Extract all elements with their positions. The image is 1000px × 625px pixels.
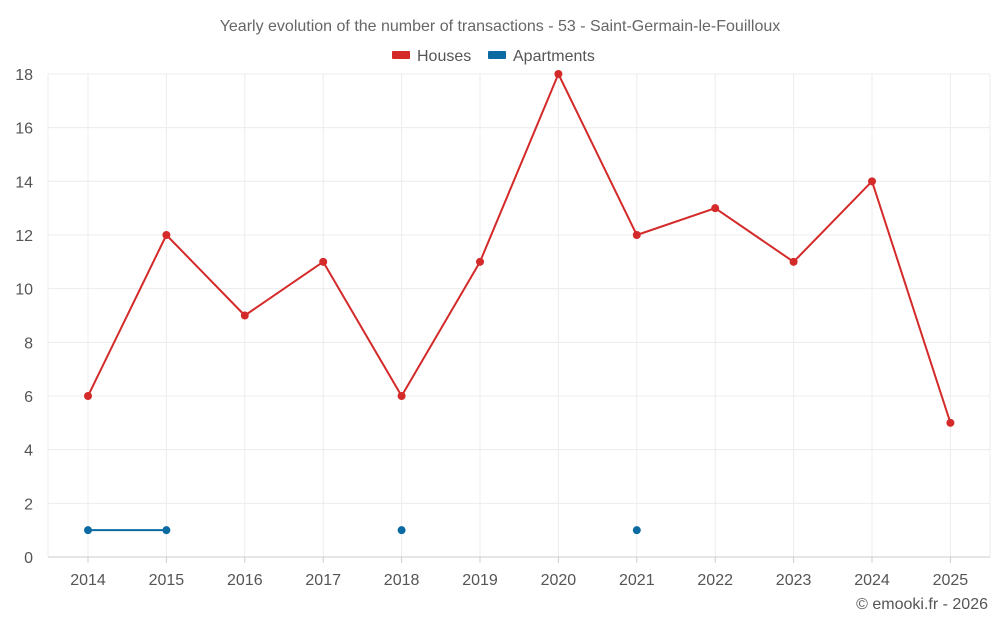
- y-tick-label: 4: [24, 443, 33, 460]
- y-tick-label: 0: [24, 550, 33, 567]
- y-tick-label: 16: [15, 121, 33, 138]
- series-line-houses: [87, 73, 952, 424]
- x-tick-label: 2024: [854, 572, 890, 589]
- y-tick-label: 10: [15, 282, 33, 299]
- y-tick-label: 8: [24, 335, 33, 352]
- data-point-apartments[interactable]: [84, 526, 92, 535]
- data-point-houses[interactable]: [632, 231, 641, 239]
- data-point-houses[interactable]: [84, 392, 92, 400]
- legend-label-houses: Houses: [417, 48, 471, 65]
- x-tick-label: 2022: [697, 572, 733, 589]
- legend: Houses Apartments: [392, 48, 595, 65]
- y-tick-label: 6: [24, 389, 33, 406]
- axes: 0 2 4 6 8 10 12 14 16 18 2014 2015 2016 2017 2018 2019 2…: [15, 67, 990, 589]
- data-point-houses[interactable]: [946, 418, 955, 427]
- data-point-houses[interactable]: [789, 257, 798, 266]
- data-point-houses[interactable]: [476, 257, 484, 266]
- legend-label-apartments: Apartments: [513, 48, 595, 65]
- data-point-houses[interactable]: [240, 311, 249, 320]
- data-point-apartments[interactable]: [632, 526, 641, 535]
- legend-item-houses[interactable]: Houses: [392, 48, 471, 65]
- x-tick-label: 2014: [70, 572, 106, 589]
- legend-item-apartments[interactable]: Apartments: [488, 48, 595, 65]
- x-tick-label: 2023: [776, 572, 812, 589]
- data-point-houses[interactable]: [711, 204, 720, 213]
- x-tick-label: 2017: [305, 572, 341, 589]
- data-point-houses[interactable]: [162, 231, 171, 239]
- x-tick-label: 2021: [619, 572, 655, 589]
- y-tick-label: 14: [15, 174, 33, 191]
- data-point-apartments[interactable]: [397, 526, 406, 535]
- data-point-houses[interactable]: [554, 70, 563, 78]
- x-tick-label: 2016: [227, 572, 263, 589]
- x-tick-label: 2015: [149, 572, 185, 589]
- grid: [47, 73, 991, 557]
- legend-swatch-apartments: [488, 51, 506, 59]
- x-tick-label: 2019: [462, 572, 498, 589]
- series-group: [84, 70, 955, 535]
- legend-swatch-houses: [392, 51, 410, 59]
- y-tick-label: 2: [24, 496, 33, 513]
- chart-title: Yearly evolution of the number of transa…: [220, 18, 781, 35]
- data-point-houses[interactable]: [868, 177, 876, 186]
- y-tick-label: 12: [15, 228, 33, 245]
- data-point-houses[interactable]: [319, 257, 328, 266]
- data-point-apartments[interactable]: [162, 526, 171, 535]
- x-tick-label: 2018: [384, 572, 420, 589]
- x-tick-label: 2025: [933, 572, 969, 589]
- y-tick-label: 18: [15, 67, 33, 84]
- x-tick-label: 2020: [541, 572, 577, 589]
- credit-text: © emooki.fr - 2026: [856, 596, 988, 613]
- data-point-houses[interactable]: [397, 392, 406, 400]
